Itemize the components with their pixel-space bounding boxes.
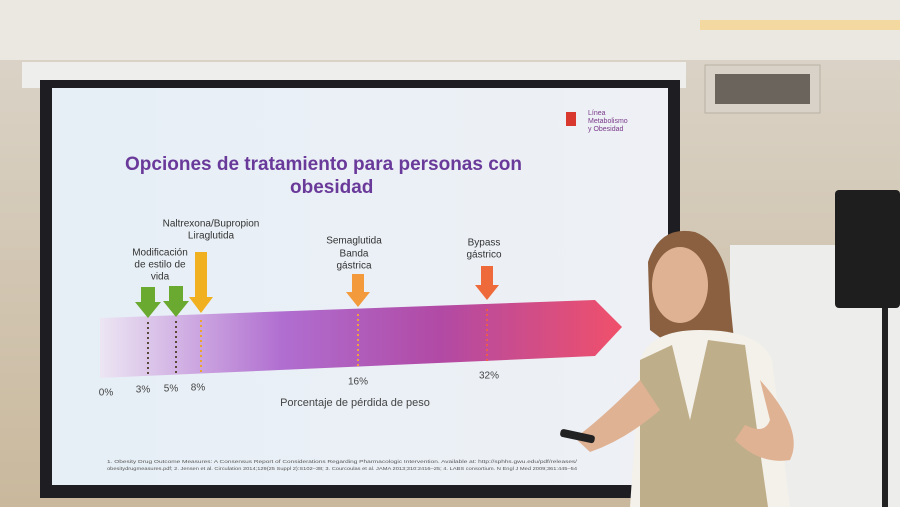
markers: [147, 309, 488, 376]
treatment-label: Liraglutida: [188, 231, 235, 242]
treatment-label: gástrico: [466, 250, 501, 261]
tick-label: 5%: [164, 384, 179, 395]
clicker: [560, 429, 595, 444]
face: [652, 247, 708, 323]
ceiling-light: [700, 20, 900, 30]
footnote: obesitydrugmeasures.pdf; 2. Jensen et al…: [107, 466, 578, 471]
presenter: [560, 230, 794, 507]
down-arrow: [189, 252, 213, 313]
slide-title: Opciones de tratamiento para personas co…: [125, 154, 522, 175]
logo-icon: [566, 112, 576, 126]
tick-label: 0%: [99, 388, 114, 399]
vest: [640, 340, 768, 507]
logo-text: Línea: [588, 110, 606, 117]
progress-arrow: [100, 300, 622, 378]
tick-label: 32%: [479, 371, 499, 382]
treatment-label: Naltrexona/Bupropion: [163, 219, 260, 230]
footnote: 1. Obesity Drug Outcome Measures: A Cons…: [107, 459, 578, 464]
speaker: [835, 190, 900, 308]
treatment-label: Banda: [340, 249, 369, 260]
treatment-label: vida: [151, 272, 170, 283]
treatment-label: Bypass: [468, 238, 501, 249]
speaker-stand: [882, 308, 888, 507]
arm: [735, 380, 794, 461]
tick-label: 3%: [136, 385, 151, 396]
logo-text: y Obesidad: [588, 126, 624, 133]
treatment-label: Semaglutida: [326, 236, 382, 247]
treatment-label: gástrica: [336, 261, 371, 272]
treatment-label: Modificación: [132, 248, 188, 259]
down-arrow: [135, 287, 161, 318]
tick-label: 16%: [348, 377, 368, 388]
slide-title: obesidad: [290, 177, 373, 198]
arm: [575, 380, 660, 452]
axis-label: Porcentaje de pérdida de peso: [280, 397, 430, 409]
down-arrow: [475, 266, 499, 300]
air-vent-grille: [715, 74, 810, 104]
down-arrow: [163, 286, 189, 317]
down-arrow: [346, 274, 370, 307]
logo-text: Metabolismo: [588, 118, 628, 125]
tick-label: 8%: [191, 383, 206, 394]
treatment-label: de estilo de: [134, 260, 186, 271]
